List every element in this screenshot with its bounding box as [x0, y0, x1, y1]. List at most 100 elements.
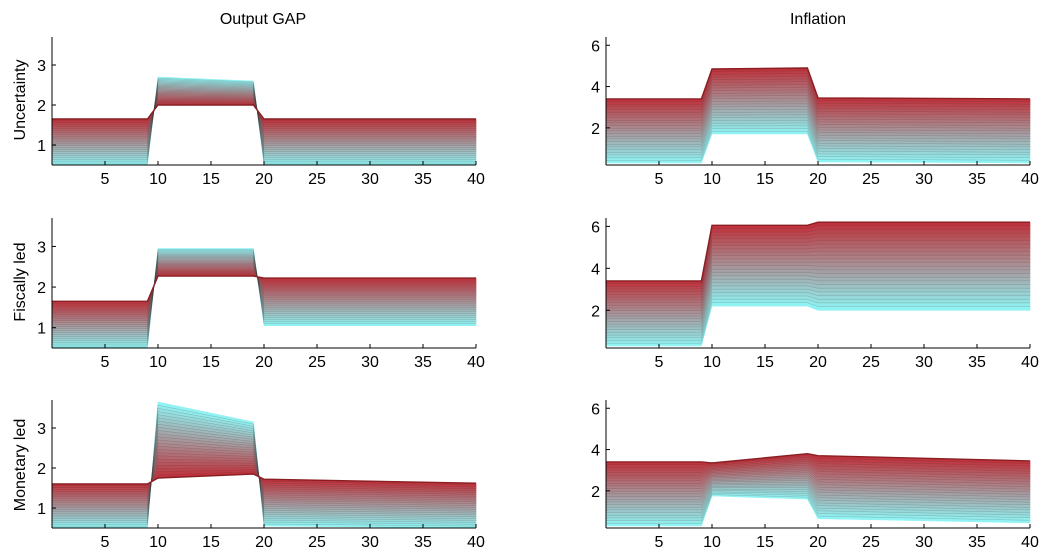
- x-tick-label-10: 10: [149, 534, 167, 551]
- x-tick-label-15: 15: [756, 171, 774, 188]
- x-tick-label-35: 35: [414, 354, 432, 371]
- contour-line-6: [52, 255, 476, 337]
- contour-line-11: [606, 478, 1031, 497]
- contour-line-15: [606, 470, 1031, 487]
- x-tick-label-25: 25: [308, 534, 326, 551]
- contour-line-7: [606, 485, 1031, 508]
- contour-line-20: [606, 236, 1030, 292]
- x-tick-label-25: 25: [862, 534, 880, 551]
- contour-line-7: [52, 423, 477, 516]
- contour-line-20: [52, 100, 476, 127]
- contour-line-7: [52, 84, 476, 152]
- contour-line-5: [52, 82, 476, 156]
- contour-line-18: [52, 97, 476, 131]
- y-tick-label-3: 3: [37, 239, 46, 256]
- x-tick-label-25: 25: [862, 354, 880, 371]
- contour-line-19: [606, 240, 1030, 295]
- contour-line-13: [52, 91, 476, 141]
- contour-line-1: [52, 404, 477, 527]
- x-tick-label-30: 30: [915, 171, 933, 188]
- contour-line-9: [606, 109, 1031, 140]
- x-tick-label-35: 35: [414, 171, 432, 188]
- contour-line-20: [52, 465, 477, 492]
- x-tick-label-15: 15: [202, 354, 220, 371]
- contour-line-7: [606, 282, 1030, 328]
- contour-line-14: [606, 95, 1031, 126]
- upper-envelope-line: [606, 221, 1030, 282]
- x-tick-label-30: 30: [361, 354, 379, 371]
- x-tick-label-30: 30: [361, 171, 379, 188]
- contour-line-7: [52, 256, 476, 335]
- contour-line-11: [606, 268, 1030, 317]
- panel-5: 5 10 15 20 25 30 35 40 1 2 3: [37, 400, 485, 551]
- upper-envelope-line: [52, 275, 476, 302]
- x-tick-label-30: 30: [915, 354, 933, 371]
- contour-line-22: [606, 73, 1031, 105]
- contour-line-12: [52, 439, 477, 507]
- y-tick-label-2: 2: [591, 121, 600, 138]
- y-tick-label-2: 2: [37, 98, 46, 115]
- contour-line-3: [606, 125, 1031, 156]
- contour-line-2: [606, 492, 1031, 521]
- contour-line-9: [52, 430, 477, 512]
- contour-line-20: [52, 271, 476, 310]
- contour-line-17: [606, 247, 1030, 301]
- contour-line-14: [52, 446, 477, 503]
- contour-line-17: [606, 86, 1031, 118]
- contour-line-22: [606, 457, 1031, 468]
- contour-line-5: [606, 120, 1031, 150]
- contour-line-5: [52, 417, 477, 520]
- contour-line-21: [606, 232, 1030, 290]
- y-tick-label-2: 2: [591, 484, 600, 501]
- contour-line-23: [52, 103, 476, 122]
- x-tick-label-5: 5: [655, 534, 664, 551]
- contour-line-16: [52, 95, 476, 135]
- panel-3: 5 10 15 20 25 30 35 40 1 2 3: [37, 218, 485, 371]
- panel-1: 5 10 15 20 25 30 35 40 1 2 3: [37, 37, 485, 188]
- contour-line-19: [52, 98, 476, 129]
- contour-line-17: [52, 267, 476, 316]
- y-tick-label-6: 6: [591, 219, 600, 236]
- y-tick-label-2: 2: [37, 280, 46, 297]
- x-tick-label-30: 30: [361, 534, 379, 551]
- contour-line-23: [52, 471, 477, 487]
- y-tick-label-3: 3: [37, 421, 46, 438]
- x-tick-label-10: 10: [703, 354, 721, 371]
- upper-envelope-line: [52, 473, 477, 485]
- row-label-fiscally-led: Fiscally led: [12, 242, 29, 321]
- contour-line-12: [606, 265, 1030, 314]
- x-tick-label-35: 35: [968, 171, 986, 188]
- contour-line-18: [606, 243, 1030, 298]
- contour-line-6: [606, 117, 1031, 148]
- contour-line-3: [606, 295, 1030, 339]
- x-tick-label-40: 40: [467, 354, 485, 371]
- x-tick-label-40: 40: [1021, 534, 1039, 551]
- contour-line-16: [606, 251, 1030, 303]
- contour-line-11: [52, 260, 476, 327]
- contour-line-8: [52, 257, 476, 333]
- x-tick-label-15: 15: [756, 354, 774, 371]
- x-tick-label-5: 5: [655, 171, 664, 188]
- contour-line-9: [606, 481, 1031, 503]
- contour-line-14: [606, 258, 1030, 309]
- contour-line-19: [606, 81, 1031, 113]
- contour-line-23: [52, 274, 476, 304]
- contour-line-3: [52, 80, 476, 160]
- contour-line-15: [52, 449, 477, 501]
- contour-line-15: [606, 92, 1031, 124]
- contour-line-10: [52, 88, 476, 147]
- contour-line-3: [606, 491, 1031, 519]
- contour-line-6: [606, 285, 1030, 330]
- contour-line-21: [52, 101, 476, 126]
- contour-line-1: [52, 249, 476, 347]
- x-tick-label-10: 10: [703, 534, 721, 551]
- x-tick-label-15: 15: [756, 534, 774, 551]
- contour-line-13: [52, 263, 476, 323]
- contour-line-17: [52, 96, 476, 133]
- contour-line-16: [52, 266, 476, 318]
- contour-line-4: [52, 81, 476, 158]
- x-tick-label-20: 20: [255, 354, 273, 371]
- contour-line-1: [606, 131, 1031, 161]
- contour-line-12: [606, 476, 1031, 495]
- y-tick-label-3: 3: [37, 58, 46, 75]
